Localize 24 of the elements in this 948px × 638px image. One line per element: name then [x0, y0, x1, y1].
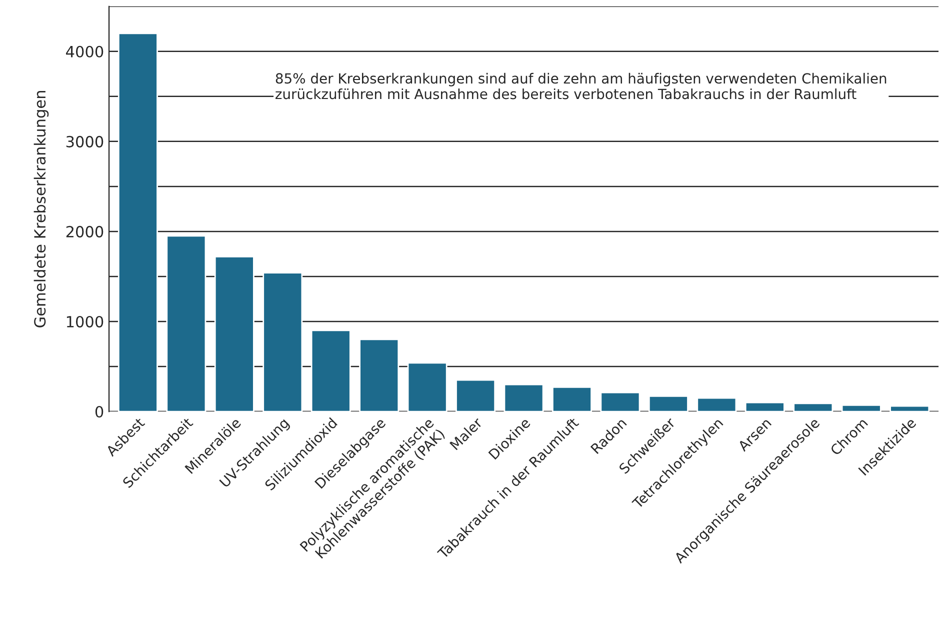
- bar: [359, 338, 400, 412]
- y-axis-title: Gemeldete Krebserkrankungen: [34, 91, 49, 328]
- y-tick-label: 2000: [66, 226, 104, 238]
- bar: [600, 392, 640, 412]
- y-tick-label: 4000: [66, 46, 104, 58]
- y-tick-label: 0: [95, 406, 104, 418]
- bar: [214, 256, 254, 412]
- bar: [456, 379, 496, 412]
- bar: [552, 386, 592, 412]
- bar: [407, 362, 448, 412]
- bar: [890, 405, 930, 412]
- annotation: 85% der Krebserkrankungen sind auf die zehn am häufigsten verwendeten Chemikalien zurückzuführen mit Ausnahme des bereits verbotenen Tabakrauchs in der Raumluft: [276, 72, 886, 100]
- bar: [793, 402, 834, 412]
- bar: [166, 235, 206, 412]
- bar: [504, 384, 544, 412]
- bar: [262, 272, 303, 412]
- y-tick-label: 1000: [66, 316, 104, 328]
- bar: [744, 402, 785, 412]
- bar: [118, 32, 158, 412]
- y-tick-label: 3000: [66, 136, 104, 148]
- bar: [841, 404, 882, 412]
- bar: [310, 330, 351, 412]
- bar: [648, 396, 688, 412]
- bar: [696, 397, 737, 412]
